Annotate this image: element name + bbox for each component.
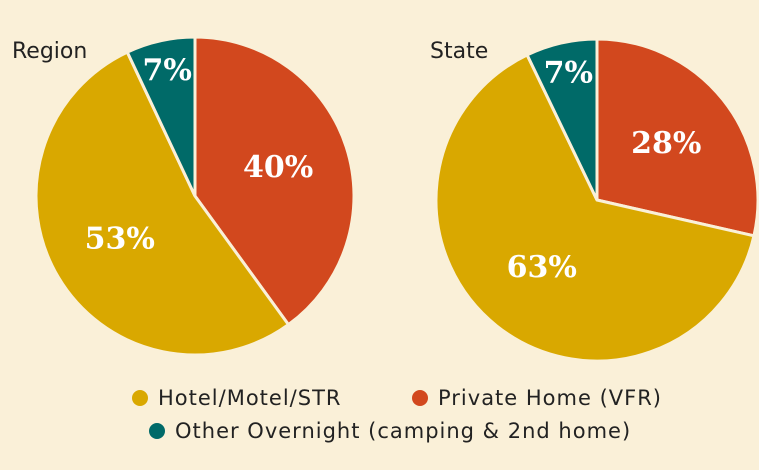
data-label: 40% [243,150,313,185]
data-label: 63% [507,250,577,285]
legend-marker [132,390,148,406]
pie-slice [34,50,291,357]
legend-label: Hotel/Motel/STR [158,386,341,410]
pie-title: Region [12,39,87,64]
pie-slice [125,35,197,197]
pie-slice [193,35,356,327]
data-label: 7% [544,55,593,90]
legend-marker [412,390,428,406]
legend-label: Other Overnight (camping & 2nd home) [175,419,631,443]
legend-label: Private Home (VFR) [438,386,662,410]
pie-slice [525,37,599,201]
data-label: 7% [143,53,192,88]
pie-title: State [430,39,488,64]
data-label: 53% [85,222,155,257]
pie-slice [595,37,759,238]
legend-marker [149,423,165,439]
data-label: 28% [631,126,701,161]
pie-slice [434,52,756,363]
